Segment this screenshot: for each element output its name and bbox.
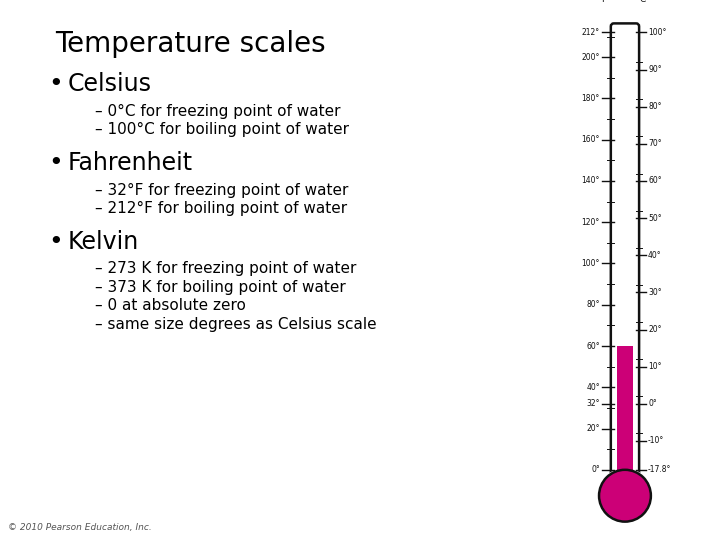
Text: 32°: 32° — [586, 399, 600, 408]
Text: 100°: 100° — [648, 28, 667, 37]
Text: 180°: 180° — [582, 94, 600, 103]
Text: C°: C° — [639, 0, 650, 4]
FancyBboxPatch shape — [611, 23, 639, 481]
Text: 60°: 60° — [586, 341, 600, 350]
Circle shape — [598, 469, 652, 523]
Text: – 100°C for boiling point of water: – 100°C for boiling point of water — [95, 122, 349, 137]
Text: 100°: 100° — [582, 259, 600, 268]
Text: 140°: 140° — [582, 177, 600, 185]
Text: •: • — [48, 72, 63, 96]
Text: 0°: 0° — [648, 399, 657, 408]
Text: 90°: 90° — [648, 65, 662, 74]
Text: 212°: 212° — [582, 28, 600, 37]
Text: 40°: 40° — [586, 383, 600, 392]
Text: Kelvin: Kelvin — [68, 230, 139, 254]
Text: F°: F° — [601, 0, 611, 4]
Text: 120°: 120° — [582, 218, 600, 227]
Text: 160°: 160° — [582, 135, 600, 144]
Text: 200°: 200° — [582, 53, 600, 62]
Text: •: • — [48, 151, 63, 175]
Text: Temperature scales: Temperature scales — [55, 30, 325, 58]
Text: – 0°C for freezing point of water: – 0°C for freezing point of water — [95, 104, 341, 119]
Text: – 273 K for freezing point of water: – 273 K for freezing point of water — [95, 261, 356, 276]
Text: 20°: 20° — [586, 424, 600, 433]
Text: – 373 K for boiling point of water: – 373 K for boiling point of water — [95, 280, 346, 295]
Text: © 2010 Pearson Education, Inc.: © 2010 Pearson Education, Inc. — [8, 523, 152, 532]
Bar — [617, 346, 633, 475]
Text: 80°: 80° — [586, 300, 600, 309]
Text: -17.8°: -17.8° — [648, 465, 672, 474]
Text: 80°: 80° — [648, 102, 662, 111]
Text: – 212°F for boiling point of water: – 212°F for boiling point of water — [95, 201, 347, 216]
Text: 60°: 60° — [648, 177, 662, 185]
Text: Fahrenheit: Fahrenheit — [68, 151, 193, 175]
Text: 40°: 40° — [648, 251, 662, 260]
Text: Celsius: Celsius — [68, 72, 152, 96]
Text: 0°: 0° — [591, 465, 600, 474]
Text: – 0 at absolute zero: – 0 at absolute zero — [95, 299, 246, 313]
Text: 70°: 70° — [648, 139, 662, 148]
Text: – same size degrees as Celsius scale: – same size degrees as Celsius scale — [95, 317, 377, 332]
Text: -10°: -10° — [648, 436, 665, 446]
Text: •: • — [48, 230, 63, 254]
Text: 20°: 20° — [648, 325, 662, 334]
Text: 50°: 50° — [648, 214, 662, 222]
Text: – 32°F for freezing point of water: – 32°F for freezing point of water — [95, 183, 348, 198]
Text: 10°: 10° — [648, 362, 662, 371]
Text: 30°: 30° — [648, 288, 662, 297]
Circle shape — [600, 471, 650, 521]
